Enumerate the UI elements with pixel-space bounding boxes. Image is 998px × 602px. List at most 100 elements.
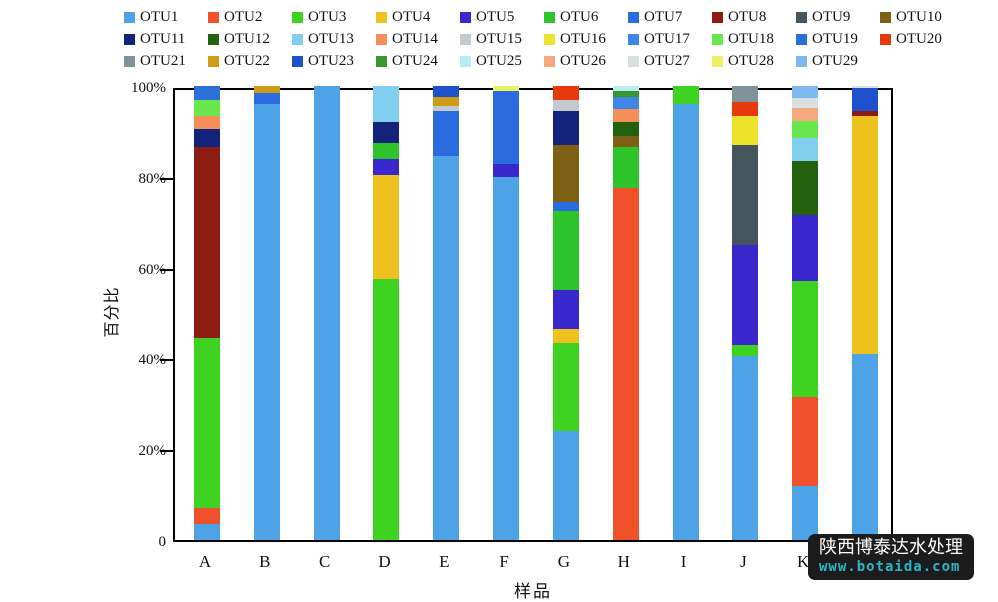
bar-segment-otu5-sample-j xyxy=(732,244,759,345)
y-tick-label: 100% xyxy=(131,80,166,96)
legend-label: OTU29 xyxy=(812,52,858,69)
legend-label: OTU28 xyxy=(728,52,774,69)
bar-segment-otu15-sample-g xyxy=(552,99,579,111)
bar-segment-otu2-sample-a xyxy=(194,508,220,525)
bar-segment-otu9-sample-j xyxy=(732,145,759,245)
bar-segment-otu15-sample-e xyxy=(433,106,460,111)
legend-item-otu2: OTU2 xyxy=(208,6,292,28)
legend-item-otu21: OTU21 xyxy=(124,50,208,72)
bar-segment-otu29-sample-k xyxy=(792,86,819,98)
legend-item-otu5: OTU5 xyxy=(460,6,544,28)
legend-swatch-otu19 xyxy=(796,33,807,45)
bar-segment-otu3-sample-j xyxy=(732,344,759,357)
y-tick-label: 20% xyxy=(138,443,167,460)
bar-segment-otu16-sample-j xyxy=(732,115,759,146)
legend-swatch-otu11 xyxy=(124,33,135,45)
watermark: 陕西博泰达水处理 www.botaida.com xyxy=(808,534,974,580)
legend-swatch-otu24 xyxy=(376,55,387,67)
bar-segment-otu22-sample-b xyxy=(253,86,280,93)
legend-label: OTU22 xyxy=(224,52,270,69)
legend-swatch-otu4 xyxy=(376,11,387,23)
x-tick-label-c: C xyxy=(318,552,331,571)
bar-segment-otu1-sample-j xyxy=(732,356,759,540)
legend-swatch-otu3 xyxy=(292,11,303,23)
legend-label: OTU14 xyxy=(392,30,438,47)
bar-segment-otu6-sample-g xyxy=(552,210,579,291)
legend-label: OTU13 xyxy=(308,30,354,47)
legend-item-otu18: OTU18 xyxy=(712,28,796,50)
y-tick-mark xyxy=(160,177,173,180)
legend-item-otu13: OTU13 xyxy=(292,28,376,50)
bar-segment-otu4-sample-l xyxy=(852,115,879,354)
bar-segment-otu13-sample-k xyxy=(792,138,819,161)
plot-area xyxy=(173,86,893,542)
legend-label: OTU15 xyxy=(476,30,522,47)
legend-swatch-otu17 xyxy=(628,33,639,45)
legend-swatch-otu1 xyxy=(124,11,135,23)
legend-item-otu20: OTU20 xyxy=(880,28,964,50)
legend-label: OTU8 xyxy=(728,8,767,25)
bar-segment-otu24-sample-h xyxy=(612,90,639,98)
x-tick-label-b: B xyxy=(259,552,271,571)
bar-segment-otu1-sample-l xyxy=(852,353,879,540)
x-tick-label-d: D xyxy=(378,552,391,571)
legend-label: OTU7 xyxy=(644,8,683,25)
bar-segment-otu7-sample-b xyxy=(253,92,280,105)
bar-segment-otu11-sample-a xyxy=(194,129,220,148)
bar-segment-otu12-sample-k xyxy=(792,160,819,216)
bar-segment-otu28-sample-f xyxy=(493,86,520,92)
y-tick-mark xyxy=(160,359,173,362)
legend-item-otu8: OTU8 xyxy=(712,6,796,28)
legend-item-otu15: OTU15 xyxy=(460,28,544,50)
legend-label: OTU26 xyxy=(560,52,606,69)
bar-segment-otu23-sample-l xyxy=(852,88,879,111)
y-tick-mark xyxy=(160,450,173,453)
bar-segment-otu5-sample-d xyxy=(373,158,400,175)
legend-label: OTU6 xyxy=(560,8,599,25)
legend-swatch-otu18 xyxy=(712,33,723,45)
x-tick-label-a: A xyxy=(198,552,212,571)
legend-label: OTU4 xyxy=(392,8,431,25)
bar-segment-otu2-sample-h xyxy=(612,188,639,540)
legend-item-otu27: OTU27 xyxy=(628,50,712,72)
legend-swatch-otu15 xyxy=(460,33,471,45)
legend-label: OTU23 xyxy=(308,52,354,69)
bar-segment-otu10-sample-g xyxy=(552,145,579,202)
legend-item-otu25: OTU25 xyxy=(460,50,544,72)
y-tick-label: 80% xyxy=(138,170,167,187)
bar-segment-otu27-sample-l xyxy=(852,86,879,89)
legend-swatch-otu10 xyxy=(880,11,891,23)
legend-label: OTU24 xyxy=(392,52,438,69)
legend-swatch-otu27 xyxy=(628,55,639,67)
bar-segment-otu27-sample-k xyxy=(792,97,819,108)
bar-segment-otu20-sample-g xyxy=(552,86,579,100)
legend-swatch-otu20 xyxy=(880,33,891,45)
bar-segment-otu3-sample-g xyxy=(552,342,579,432)
legend-label: OTU17 xyxy=(644,30,690,47)
x-tick-label-g: G xyxy=(557,552,571,571)
legend-label: OTU5 xyxy=(476,8,515,25)
x-tick-label-k: K xyxy=(797,552,810,571)
bar-segment-otu7-sample-f xyxy=(493,91,520,165)
bar-segment-otu1-sample-g xyxy=(552,431,579,540)
bar-segment-otu6-sample-d xyxy=(373,142,400,159)
legend-item-otu24: OTU24 xyxy=(376,50,460,72)
legend-item-otu3: OTU3 xyxy=(292,6,376,28)
legend-label: OTU21 xyxy=(140,52,186,69)
bar-segment-otu5-sample-k xyxy=(792,215,819,282)
legend-item-otu7: OTU7 xyxy=(628,6,712,28)
legend-item-otu10: OTU10 xyxy=(880,6,964,28)
legend-label: OTU25 xyxy=(476,52,522,69)
y-tick-label: 40% xyxy=(138,352,167,369)
legend-swatch-otu7 xyxy=(628,11,639,23)
bar-segment-otu3-sample-d xyxy=(373,278,400,540)
bar-segment-otu7-sample-e xyxy=(433,110,460,157)
legend-item-otu28: OTU28 xyxy=(712,50,796,72)
bar-segment-otu25-sample-h xyxy=(612,86,639,91)
bar-segment-otu26-sample-k xyxy=(792,107,819,121)
x-tick-label-j: J xyxy=(740,552,747,571)
legend-label: OTU18 xyxy=(728,30,774,47)
legend-item-otu14: OTU14 xyxy=(376,28,460,50)
bar-segment-otu1-sample-c xyxy=(313,86,340,540)
bar-segment-otu4-sample-d xyxy=(373,174,400,279)
